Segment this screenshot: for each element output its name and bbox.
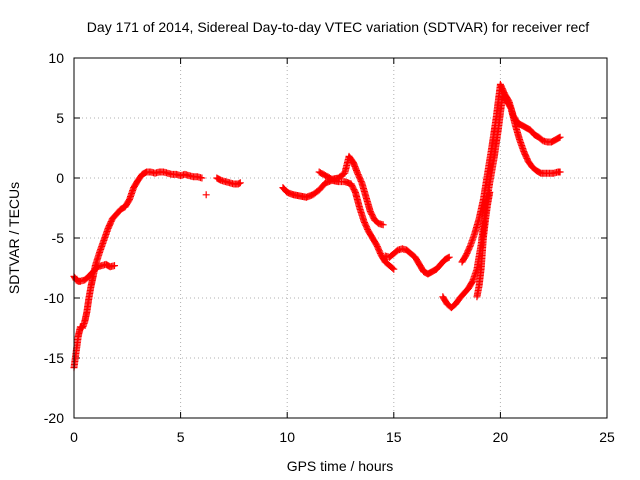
data-points (70, 80, 564, 372)
data-point (202, 191, 210, 199)
chart-title: Day 171 of 2014, Sidereal Day-to-day VTE… (87, 19, 589, 35)
data-point (236, 179, 244, 187)
series-seg-rise-morning (70, 168, 206, 372)
x-tick-label: 10 (279, 429, 295, 445)
data-point (556, 168, 564, 176)
y-tick-label: -5 (52, 230, 65, 246)
y-tick-label: 10 (48, 50, 64, 66)
y-tick-labels: -20 -15 -10 -5 0 5 10 (44, 50, 64, 426)
x-tick-label: 5 (177, 429, 185, 445)
y-tick-label: -15 (44, 350, 64, 366)
y-axis-label: SDTVAR / TECUs (6, 182, 22, 294)
x-tick-label: 20 (493, 429, 509, 445)
y-tick-label: -20 (44, 410, 64, 426)
data-point (198, 174, 206, 182)
data-point (390, 265, 398, 273)
axis-ticks (73, 57, 608, 419)
plot-frame (73, 57, 608, 419)
x-axis-label: GPS time / hours (287, 458, 394, 474)
data-point (556, 133, 564, 141)
series-seg-isolated (202, 191, 210, 199)
series-seg-afternoon (381, 245, 453, 278)
series-seg-evening-drop (473, 188, 494, 301)
x-tick-label: 25 (599, 429, 615, 445)
x-tick-label: 0 (70, 429, 78, 445)
series-seg-midday-upper (315, 152, 387, 229)
data-point (111, 262, 119, 270)
x-tick-label: 15 (386, 429, 402, 445)
grid-lines (74, 58, 607, 418)
series-seg-evening-upper (458, 80, 564, 266)
data-point (389, 264, 397, 272)
data-point (486, 188, 494, 196)
data-point (445, 253, 453, 261)
y-tick-label: 5 (56, 110, 64, 126)
series-seg-morning-tail (213, 174, 244, 188)
y-tick-label: -10 (44, 290, 64, 306)
y-tick-label: 0 (56, 170, 64, 186)
data-point (379, 221, 387, 229)
series-seg-evening-main (439, 92, 564, 312)
x-tick-labels: 0 5 10 15 20 25 (70, 429, 615, 445)
